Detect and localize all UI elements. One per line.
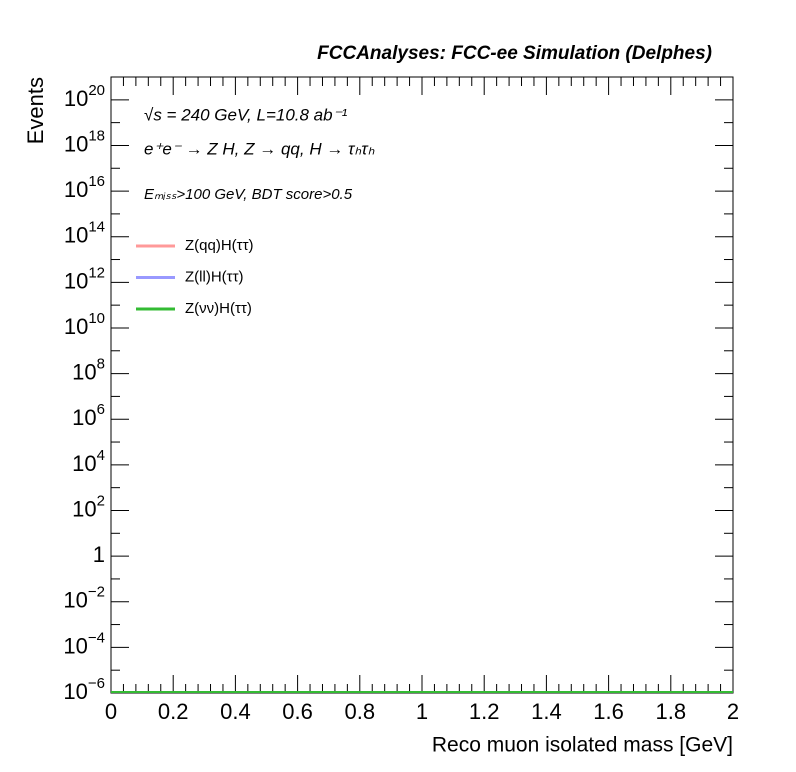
y-tick-label: 1 [93,542,105,567]
x-tick-label: 1.2 [469,699,500,724]
x-tick-label: 1.4 [531,699,562,724]
x-tick-label: 1.6 [593,699,624,724]
y-tick-label: 1018 [64,127,105,156]
y-tick-label: 1016 [64,173,105,202]
y-tick-label: 10−2 [63,584,105,613]
legend-label: Z(qq)H(ττ) [185,237,254,254]
y-tick-label: 1010 [64,310,105,339]
y-tick-label: 102 [72,492,105,521]
y-tick-label: 1012 [64,264,105,293]
annotation: e⁺e⁻ → Z H, Z → qq, H → τₕτₕ [144,139,375,158]
x-tick-label: 0.6 [282,699,313,724]
x-tick-label: 0 [105,699,117,724]
y-tick-label: 10−6 [63,675,105,704]
x-axis-label: Reco muon isolated mass [GeV] [432,734,733,757]
y-tick-label: 1020 [64,82,105,111]
legend-label: Z(ll)H(ττ) [185,268,244,285]
x-tick-label: 0.8 [345,699,376,724]
chart-title: FCCAnalyses: FCC-ee Simulation (Delphes) [317,43,712,64]
y-tick-label: 1014 [64,219,105,248]
y-tick-label: 108 [72,356,105,385]
x-tick-label: 2 [727,699,739,724]
x-tick-label: 1 [416,699,428,724]
x-tick-label: 1.8 [656,699,687,724]
annotation: √s = 240 GeV, L=10.8 ab⁻¹ [144,105,348,124]
x-tick-label: 0.2 [158,699,189,724]
y-tick-label: 106 [72,401,105,430]
annotation: Eₘᵢₛₛ>100 GeV, BDT score>0.5 [144,186,353,203]
frame [110,76,734,694]
legend-label: Z(νν)H(ττ) [185,300,252,317]
x-tick-label: 0.4 [220,699,251,724]
y-tick-label: 104 [72,447,105,476]
y-axis-label: Events [23,77,48,144]
y-tick-label: 10−4 [63,629,105,658]
